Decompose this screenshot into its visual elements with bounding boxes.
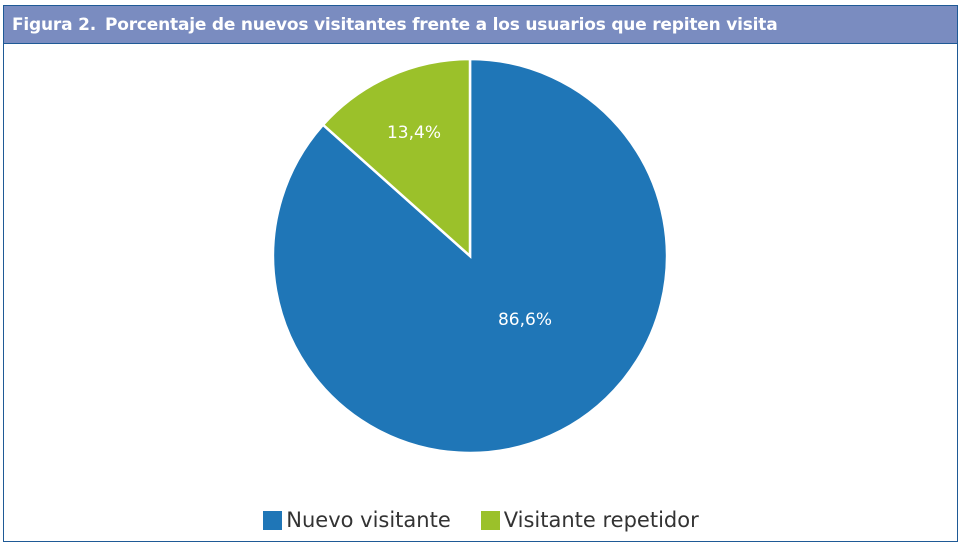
slice-label-repetidor: 13,4%	[387, 123, 441, 143]
chart-legend: Nuevo visitante Visitante repetidor	[0, 508, 962, 532]
legend-swatch-blue-icon	[263, 510, 283, 530]
legend-swatch-green-icon	[480, 510, 500, 530]
legend-item-repetidor: Visitante repetidor	[480, 508, 699, 532]
legend-item-nuevo: Nuevo visitante	[263, 508, 451, 532]
legend-label: Nuevo visitante	[286, 508, 451, 532]
slice-label-nuevo: 86,6%	[498, 310, 552, 330]
figure-label: Figura 2.	[12, 14, 96, 35]
figure-title: Porcentaje de nuevos visitantes frente a…	[104, 14, 778, 35]
legend-label: Visitante repetidor	[503, 508, 699, 532]
pie-slice-visitante-repetidor	[321, 57, 472, 259]
figure-header: Figura 2. Porcentaje de nuevos visitante…	[4, 6, 957, 44]
